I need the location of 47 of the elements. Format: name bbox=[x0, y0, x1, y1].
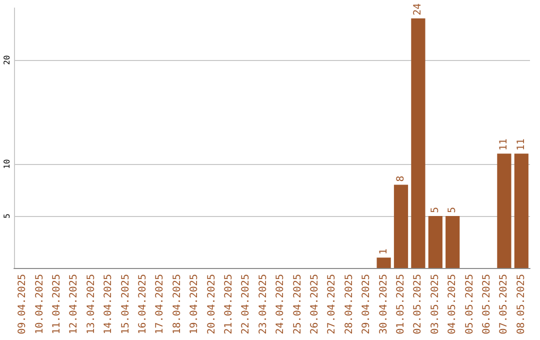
data-label: 5 bbox=[447, 206, 458, 213]
data-label: 11 bbox=[516, 138, 527, 151]
bar bbox=[411, 18, 426, 268]
x-tick-label: 28.04.2025 bbox=[344, 274, 355, 334]
x-tick-label: 10.04.2025 bbox=[34, 274, 46, 334]
x-tick-label: 24.04.2025 bbox=[275, 274, 286, 334]
x-tick-label: 05.05.2025 bbox=[464, 274, 476, 334]
bar bbox=[428, 216, 442, 268]
x-tick-label: 06.05.2025 bbox=[482, 274, 492, 334]
x-tick-label: 15.04.2025 bbox=[120, 274, 132, 334]
x-tick-label: 03.05.2025 bbox=[430, 274, 441, 334]
x-tick-label: 11.04.2025 bbox=[52, 274, 62, 334]
y-tick-label: 5 bbox=[2, 213, 12, 218]
x-tick-label: 07.05.2025 bbox=[498, 274, 510, 334]
x-tick-label: 20.04.2025 bbox=[206, 274, 218, 334]
x-tick-label: 18.04.2025 bbox=[172, 274, 183, 334]
x-tick-label: 14.04.2025 bbox=[103, 274, 114, 334]
bar bbox=[446, 216, 460, 268]
bar bbox=[394, 184, 408, 268]
bar bbox=[376, 258, 391, 268]
y-tick-label: 10 bbox=[2, 159, 12, 169]
x-tick-label: 01.05.2025 bbox=[396, 274, 406, 334]
data-label: 1 bbox=[378, 248, 390, 255]
data-label: 24 bbox=[412, 3, 424, 16]
x-tick-label: 26.04.2025 bbox=[310, 274, 320, 334]
x-tick-label: 19.04.2025 bbox=[189, 274, 200, 334]
bar bbox=[497, 154, 512, 268]
x-tick-label: 30.04.2025 bbox=[378, 274, 390, 334]
x-tick-label: 29.04.2025 bbox=[361, 274, 372, 334]
data-label: 8 bbox=[396, 176, 406, 182]
x-tick-label: 08.05.2025 bbox=[516, 274, 527, 334]
x-tick-label: 25.04.2025 bbox=[292, 274, 304, 334]
x-tick-label: 09.04.2025 bbox=[17, 274, 28, 334]
bar bbox=[514, 154, 528, 268]
data-label: 11 bbox=[498, 138, 510, 151]
x-tick-label: 12.04.2025 bbox=[68, 274, 80, 334]
x-tick-label: 23.04.2025 bbox=[258, 274, 269, 334]
x-tick-label: 16.04.2025 bbox=[138, 274, 148, 334]
x-tick-label: 21.04.2025 bbox=[224, 274, 234, 334]
x-tick-label: 17.04.2025 bbox=[154, 274, 166, 334]
data-label: 5 bbox=[430, 206, 441, 213]
x-tick-label: 02.05.2025 bbox=[412, 274, 424, 334]
y-tick-label: 20 bbox=[2, 55, 12, 65]
x-tick-label: 13.04.2025 bbox=[86, 274, 97, 334]
x-tick-label: 22.04.2025 bbox=[240, 274, 252, 334]
x-tick-label: 04.05.2025 bbox=[447, 274, 458, 334]
x-tick-label: 27.04.2025 bbox=[326, 274, 338, 334]
